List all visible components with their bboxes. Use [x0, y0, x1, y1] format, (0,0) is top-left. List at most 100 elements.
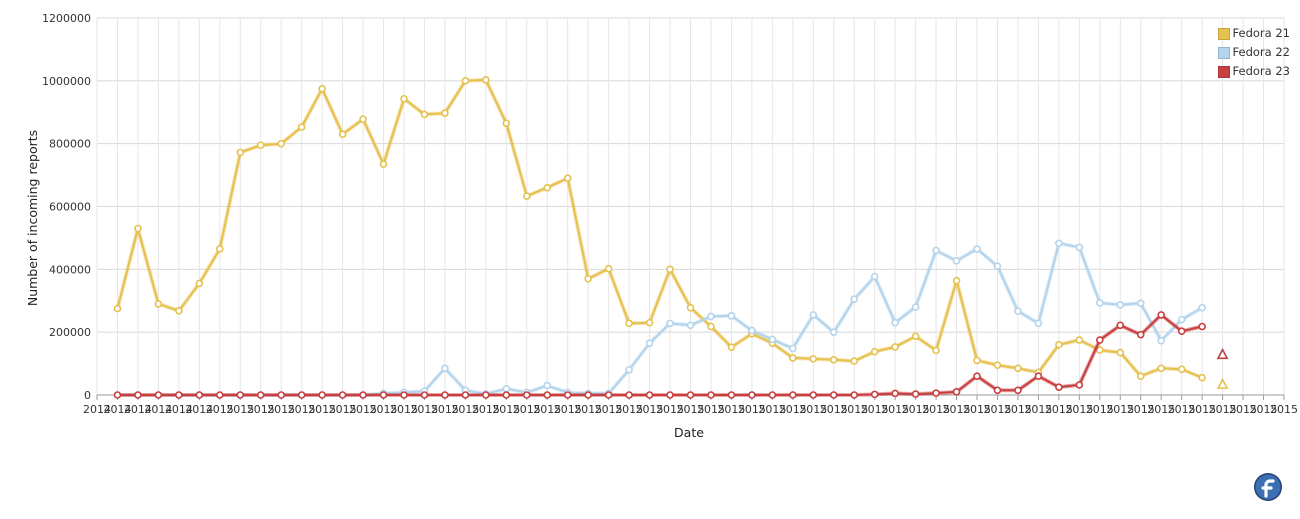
x-tick-label: 2014 — [83, 403, 111, 416]
series-fedora-23 — [113, 311, 1229, 399]
legend-item-fedora-22[interactable]: Fedora 22 — [1217, 43, 1290, 62]
legend-item-fedora-23[interactable]: Fedora 23 — [1217, 62, 1290, 81]
data-point — [359, 391, 367, 399]
data-point — [175, 307, 183, 315]
x-tick-label: 2015 — [1188, 403, 1216, 416]
x-tick-label: 2015 — [1106, 403, 1134, 416]
x-tick-label: 2015 — [492, 403, 520, 416]
data-point — [461, 77, 470, 85]
x-tick-label: 2015 — [738, 403, 766, 416]
data-point — [441, 391, 449, 399]
data-point — [952, 257, 961, 265]
y-axis-ticks: 0 200000 400000 600000 800000 1000000 1200000 — [42, 12, 91, 402]
data-point — [1055, 239, 1063, 248]
data-point — [502, 391, 511, 399]
data-point — [748, 326, 756, 335]
data-point — [1096, 299, 1104, 307]
x-tick-label: 2015 — [636, 403, 664, 416]
x-tick-label: 2015 — [554, 403, 582, 416]
data-point — [707, 312, 715, 321]
data-point — [482, 391, 490, 399]
x-tick-label: 2015 — [758, 403, 786, 416]
data-point — [195, 391, 204, 399]
data-point — [1034, 372, 1043, 380]
data-point — [1157, 364, 1166, 373]
data-point — [359, 115, 367, 123]
x-tick-label: 2015 — [451, 403, 479, 416]
x-tick-label: 2015 — [861, 403, 889, 416]
x-tick-label: 2015 — [513, 403, 541, 416]
data-point — [973, 245, 981, 253]
data-point — [338, 391, 347, 399]
data-point — [604, 264, 613, 273]
data-point — [993, 262, 1002, 270]
data-point — [1198, 303, 1206, 312]
data-point — [1157, 311, 1166, 319]
data-point — [870, 272, 879, 281]
data-point — [482, 76, 490, 84]
data-point — [1116, 348, 1125, 357]
data-point — [1136, 330, 1145, 339]
data-point — [256, 141, 265, 150]
data-point — [236, 148, 245, 157]
data-point — [625, 391, 633, 399]
data-point — [379, 160, 388, 168]
data-point — [829, 356, 838, 364]
data-point — [1198, 322, 1206, 331]
data-point — [543, 381, 552, 390]
data-point — [297, 123, 306, 131]
x-tick-label: 2015 — [1168, 403, 1196, 416]
data-point — [420, 391, 429, 399]
data-point — [707, 322, 715, 331]
data-point — [911, 332, 920, 341]
data-point — [789, 354, 797, 362]
data-point — [666, 319, 674, 328]
data-point — [1177, 365, 1186, 374]
data-point — [543, 183, 552, 192]
x-tick-label: 2014 — [103, 403, 131, 416]
data-point — [522, 391, 531, 399]
data-point — [625, 319, 633, 328]
data-point — [154, 300, 163, 308]
y-tick-label: 0 — [84, 389, 91, 402]
x-tick-label: 2015 — [922, 403, 950, 416]
data-point — [277, 391, 285, 399]
data-point — [441, 109, 449, 117]
data-point — [850, 357, 859, 365]
legend-label: Fedora 21 — [1232, 26, 1290, 40]
x-tick-label: 2015 — [267, 403, 295, 416]
data-point — [1116, 321, 1125, 330]
data-point — [625, 366, 633, 374]
y-tick-label: 600000 — [49, 201, 91, 214]
x-tick-label: 2015 — [656, 403, 684, 416]
legend-label: Fedora 23 — [1232, 64, 1290, 78]
data-point — [318, 84, 326, 93]
data-point — [645, 339, 654, 347]
x-tick-label: 2015 — [963, 403, 991, 416]
data-point — [584, 391, 592, 399]
data-point — [707, 391, 715, 399]
data-point — [1034, 319, 1043, 328]
x-tick-label: 2015 — [1229, 403, 1257, 416]
data-point — [215, 245, 224, 253]
x-tick-label: 2015 — [1127, 403, 1155, 416]
data-point — [1136, 299, 1145, 308]
y-tick-label: 400000 — [49, 263, 91, 276]
data-point — [502, 119, 511, 128]
x-axis-title: Date — [674, 425, 704, 440]
legend-item-fedora-21[interactable]: Fedora 21 — [1217, 24, 1290, 43]
data-point — [154, 391, 163, 399]
fedora-logo-icon — [1254, 473, 1282, 501]
x-tick-label: 2015 — [288, 403, 316, 416]
data-point — [789, 344, 797, 353]
data-point — [1198, 373, 1206, 382]
chart-legend: Fedora 21 Fedora 22 Fedora 23 — [1217, 24, 1290, 81]
data-point — [1096, 336, 1104, 344]
data-point — [134, 224, 142, 233]
x-axis-ticks: 2014201420142014201420142015201520152015… — [83, 395, 1298, 416]
data-point — [400, 94, 408, 103]
data-point — [175, 391, 183, 399]
data-point — [993, 361, 1002, 369]
x-tick-label: 2014 — [185, 403, 213, 416]
data-point — [1014, 307, 1022, 315]
